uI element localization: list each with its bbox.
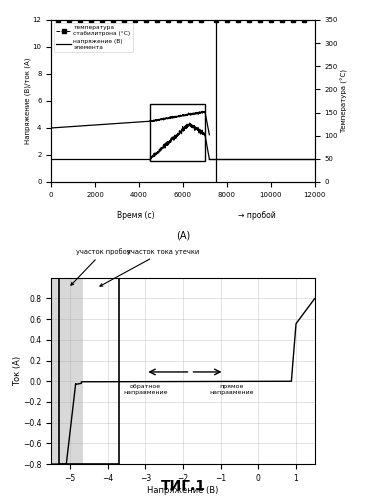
Y-axis label: Температура (°C): Температура (°C) bbox=[341, 69, 348, 133]
Text: участок пробоя: участок пробоя bbox=[71, 248, 130, 285]
X-axis label: Напряжение (В): Напряжение (В) bbox=[147, 486, 219, 495]
Text: ΤИГ.1: ΤИГ.1 bbox=[160, 479, 206, 493]
Bar bbox=[150, 104, 205, 161]
Bar bbox=[59, 278, 119, 464]
Y-axis label: Напряжение (В)/ток (А): Напряжение (В)/ток (А) bbox=[25, 58, 31, 144]
Text: прямое
направмение: прямое направмение bbox=[210, 384, 254, 395]
Text: Время (c): Время (c) bbox=[117, 211, 154, 220]
Text: → пробой: → пробой bbox=[238, 211, 276, 220]
Text: (A): (A) bbox=[176, 231, 190, 241]
Y-axis label: Ток (А): Ток (А) bbox=[13, 356, 22, 386]
Bar bbox=[51, 278, 83, 464]
Legend: температура
стабилитрона (°C), напряжение (В)
элемента: температура стабилитрона (°C), напряжени… bbox=[54, 23, 133, 52]
Text: участок тока утечки: участок тока утечки bbox=[100, 249, 199, 286]
Text: обратное
направмение: обратное направмение bbox=[123, 384, 168, 395]
